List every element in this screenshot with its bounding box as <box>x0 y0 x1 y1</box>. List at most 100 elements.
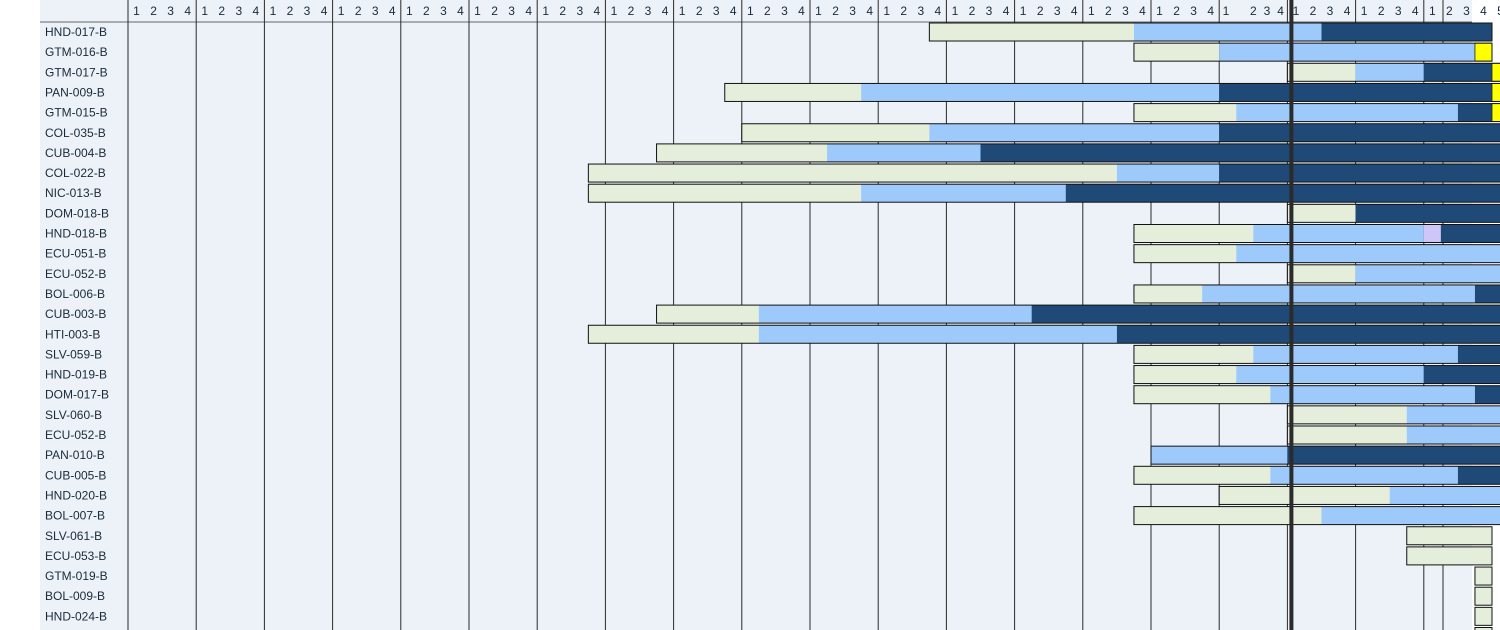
bar-segment-phase-3 <box>1457 345 1500 364</box>
bar-outline <box>587 163 1500 183</box>
bar-segment-phase-1 <box>1287 405 1407 424</box>
row-label: BOL-007-B <box>45 509 105 523</box>
bar-segment-phase-4 <box>1474 42 1493 62</box>
bar-segment-phase-2 <box>1389 486 1500 505</box>
bar-segment-phase-2 <box>861 184 1066 203</box>
bar-segment-phase-1 <box>1287 264 1356 283</box>
quarter-tick-label: 1 <box>1361 4 1368 18</box>
project-bar <box>587 324 1500 344</box>
row-label: GTM-017-B <box>45 65 108 79</box>
quarter-tick-label: 4 <box>935 4 942 18</box>
quarter-tick-label: 1 <box>133 4 140 18</box>
quarter-tick-label: 2 <box>832 4 839 18</box>
bar-segment-phase-2 <box>758 305 1032 324</box>
bars <box>587 22 1500 630</box>
bar-segment-phase-1 <box>1133 345 1254 364</box>
quarter-tick-label: 4 <box>866 4 873 18</box>
bar-segment-phase-1 <box>1133 284 1203 303</box>
quarter-tick-label: 3 <box>508 4 515 18</box>
row-label: SLV-060-B <box>45 408 102 422</box>
quarter-tick-label: 2 <box>1037 4 1044 18</box>
project-bar <box>1406 546 1493 566</box>
bar-segment-phase-1 <box>1133 385 1271 404</box>
quarter-tick-label: 1 <box>201 4 208 18</box>
quarter-tick-label: 2 <box>628 4 635 18</box>
bar-segment-phase-2 <box>1236 365 1424 384</box>
project-bar <box>587 183 1500 203</box>
bar-segment-phase-3 <box>1474 284 1500 303</box>
project-bar <box>1133 103 1500 123</box>
quarter-tick-label: 3 <box>1054 4 1061 18</box>
bar-segment-phase-2 <box>1236 103 1458 122</box>
bar-segment-phase-2 <box>1355 63 1424 82</box>
bar-segment-phase-2 <box>1270 466 1458 485</box>
bar-outline <box>1218 485 1500 505</box>
bar-segment-phase-2 <box>758 325 1117 344</box>
row-label: DOM-018-B <box>45 206 109 220</box>
quarter-tick-label: 4 <box>730 4 737 18</box>
quarter-tick-label: 1 <box>474 4 481 18</box>
quarter-tick-label: 1 <box>679 4 686 18</box>
quarter-tick-label: 1 <box>883 4 890 18</box>
bar-segment-phase-1 <box>1406 546 1492 565</box>
bar-segment-phase-1 <box>1406 526 1492 545</box>
bar-segment-phase-2 <box>1253 224 1424 243</box>
bar-segment-phase-2 <box>1406 426 1500 444</box>
quarter-tick-label: 2 <box>1378 4 1385 18</box>
quarter-tick-label: 3 <box>1264 4 1271 18</box>
quarter-tick-label: 1 <box>1429 4 1436 18</box>
quarter-tick-label: 1 <box>747 4 754 18</box>
quarter-tick-label: 4 <box>184 4 191 18</box>
row-label: GTM-016-B <box>45 45 108 59</box>
bar-segment-phase-2 <box>1151 446 1288 465</box>
quarter-tick-label: 1 <box>542 4 549 18</box>
bar-segment-phase-2 <box>1270 385 1475 404</box>
row-label: BOL-006-B <box>45 287 105 301</box>
bar-segment-phase-2 <box>1253 345 1458 364</box>
quarter-tick-label: 2 <box>900 4 907 18</box>
row-label: GTM-015-B <box>45 106 108 120</box>
quarter-tick-label: 4 <box>1412 4 1419 18</box>
row-label: HND-017-B <box>45 25 107 39</box>
bar-segment-phase-1 <box>588 184 862 203</box>
bar-outline <box>1133 103 1500 123</box>
bar-segment-phase-3 <box>1355 204 1500 223</box>
row-label: HTI-003-B <box>45 327 100 341</box>
bar-segment-highlight <box>1423 224 1441 243</box>
project-bar <box>656 143 1500 163</box>
bar-outline <box>1406 546 1493 566</box>
bar-outline <box>724 82 1500 102</box>
quarter-tick-label: 4 <box>1480 4 1487 18</box>
bar-segment-phase-4 <box>1491 103 1500 122</box>
quarter-tick-label: 3 <box>167 4 174 18</box>
bar-outline <box>1133 284 1500 304</box>
quarter-tick-label: 3 <box>1122 4 1129 18</box>
row-label: HND-019-B <box>45 368 107 382</box>
bar-segment-phase-1 <box>724 83 862 102</box>
row-label: COL-035-B <box>45 126 106 140</box>
quarter-tick-label: 3 <box>1190 4 1197 18</box>
bar-segment-phase-3 <box>1440 224 1500 243</box>
bar-outline <box>1286 203 1500 223</box>
row-label: HND-024-B <box>45 609 107 623</box>
bar-segment-phase-1 <box>1287 63 1356 82</box>
project-bar <box>1150 445 1500 465</box>
bar-segment-phase-2 <box>861 83 1220 102</box>
project-bar <box>1474 586 1493 606</box>
row-label: SLV-059-B <box>45 347 102 361</box>
quarter-tick-label: 1 <box>1223 4 1230 18</box>
bar-outline <box>928 22 1493 42</box>
quarter-tick-label: 1 <box>1293 4 1300 18</box>
project-bar <box>741 123 1500 143</box>
quarter-tick-label: 3 <box>713 4 720 18</box>
row-label: CUB-003-B <box>45 307 106 321</box>
row-label: PAN-009-B <box>45 85 105 99</box>
quarter-tick-label: 2 <box>287 4 294 18</box>
quarter-tick-label: 3 <box>986 4 993 18</box>
bar-outline <box>1133 244 1500 264</box>
bar-segment-phase-1 <box>1133 224 1254 243</box>
bar-segment-phase-3 <box>1457 103 1492 122</box>
quarter-tick-label: 2 <box>1105 4 1112 18</box>
quarter-tick-label: 2 <box>559 4 566 18</box>
project-bar <box>1286 425 1500 445</box>
